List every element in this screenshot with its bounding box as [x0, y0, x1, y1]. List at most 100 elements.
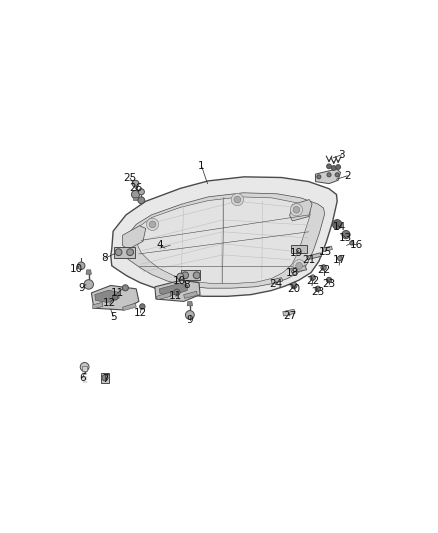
- Text: 16: 16: [350, 240, 363, 250]
- Circle shape: [342, 230, 350, 239]
- Polygon shape: [271, 278, 283, 284]
- Circle shape: [102, 375, 108, 381]
- Text: 10: 10: [173, 276, 186, 286]
- Text: 19: 19: [290, 248, 303, 258]
- Text: 1: 1: [198, 160, 205, 171]
- Text: 27: 27: [283, 311, 297, 321]
- Text: 14: 14: [333, 222, 346, 232]
- Text: 23: 23: [322, 279, 336, 289]
- Circle shape: [234, 196, 241, 203]
- Circle shape: [138, 197, 145, 204]
- Text: 22: 22: [306, 276, 319, 286]
- Text: 2: 2: [344, 171, 351, 181]
- Polygon shape: [184, 291, 197, 298]
- Text: 26: 26: [129, 183, 142, 193]
- Polygon shape: [155, 280, 200, 302]
- Circle shape: [315, 286, 321, 292]
- Circle shape: [78, 262, 85, 270]
- Circle shape: [84, 280, 93, 289]
- Polygon shape: [133, 197, 138, 199]
- Polygon shape: [156, 292, 171, 300]
- Circle shape: [338, 256, 342, 261]
- Text: 5: 5: [110, 312, 117, 322]
- Polygon shape: [290, 199, 312, 221]
- Text: 15: 15: [319, 247, 332, 256]
- Polygon shape: [95, 290, 119, 302]
- Circle shape: [290, 204, 303, 216]
- Polygon shape: [86, 270, 92, 274]
- Text: 6: 6: [79, 373, 86, 383]
- Text: 7: 7: [102, 374, 108, 384]
- Polygon shape: [123, 303, 136, 311]
- Polygon shape: [323, 246, 332, 252]
- Text: 20: 20: [287, 284, 300, 294]
- Polygon shape: [92, 286, 139, 310]
- Text: 3: 3: [338, 150, 345, 160]
- Text: 8: 8: [102, 253, 108, 263]
- Circle shape: [310, 275, 315, 280]
- Circle shape: [146, 218, 159, 230]
- Polygon shape: [291, 245, 307, 253]
- Circle shape: [317, 175, 321, 179]
- Circle shape: [335, 173, 339, 177]
- Circle shape: [185, 311, 194, 319]
- Circle shape: [332, 166, 336, 171]
- Circle shape: [291, 282, 297, 288]
- Circle shape: [231, 193, 244, 206]
- Text: 9: 9: [187, 315, 193, 325]
- Circle shape: [332, 220, 342, 229]
- Circle shape: [113, 295, 118, 300]
- Circle shape: [296, 262, 303, 269]
- Polygon shape: [101, 373, 109, 383]
- Polygon shape: [114, 247, 135, 257]
- Polygon shape: [123, 225, 146, 249]
- Circle shape: [122, 285, 128, 291]
- Text: 4: 4: [157, 240, 163, 251]
- Text: 23: 23: [311, 287, 325, 297]
- Text: 13: 13: [339, 232, 352, 243]
- Circle shape: [149, 221, 156, 228]
- Text: 24: 24: [269, 279, 282, 289]
- Text: 18: 18: [286, 268, 299, 278]
- Text: 12: 12: [134, 308, 147, 318]
- Circle shape: [321, 265, 326, 270]
- Text: 22: 22: [317, 265, 331, 275]
- Circle shape: [336, 165, 341, 169]
- Polygon shape: [307, 253, 321, 260]
- Polygon shape: [291, 266, 307, 272]
- Text: 10: 10: [70, 264, 83, 274]
- Circle shape: [140, 304, 145, 309]
- Polygon shape: [315, 169, 341, 184]
- Polygon shape: [283, 309, 295, 316]
- Circle shape: [138, 189, 145, 195]
- Circle shape: [174, 289, 180, 295]
- Polygon shape: [93, 302, 103, 309]
- Text: 25: 25: [124, 173, 137, 183]
- Circle shape: [327, 173, 331, 177]
- Circle shape: [193, 272, 200, 279]
- Polygon shape: [124, 193, 325, 288]
- Text: 12: 12: [103, 298, 117, 308]
- Circle shape: [327, 164, 332, 168]
- Polygon shape: [159, 284, 188, 296]
- Circle shape: [80, 362, 89, 372]
- Text: 8: 8: [183, 280, 190, 290]
- Polygon shape: [138, 197, 310, 284]
- Circle shape: [182, 272, 188, 279]
- Text: 9: 9: [78, 283, 85, 293]
- Circle shape: [115, 249, 122, 256]
- Circle shape: [127, 249, 134, 256]
- Circle shape: [132, 180, 139, 187]
- Text: 17: 17: [333, 255, 346, 265]
- Polygon shape: [111, 177, 337, 296]
- Text: 11: 11: [170, 292, 183, 301]
- Circle shape: [326, 277, 332, 282]
- Polygon shape: [82, 366, 87, 371]
- Circle shape: [177, 273, 184, 280]
- Text: 21: 21: [302, 255, 315, 265]
- Circle shape: [293, 206, 300, 213]
- Text: 11: 11: [111, 288, 124, 298]
- Circle shape: [131, 190, 140, 199]
- Polygon shape: [181, 270, 200, 280]
- Circle shape: [293, 260, 305, 272]
